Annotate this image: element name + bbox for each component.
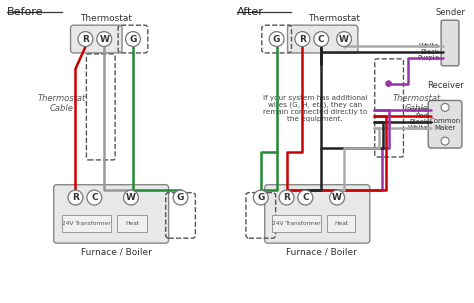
Text: C: C — [91, 193, 98, 202]
Circle shape — [337, 32, 351, 46]
Circle shape — [386, 81, 391, 86]
Bar — [272, 215, 321, 232]
Text: R: R — [72, 193, 79, 202]
Text: G: G — [177, 193, 184, 202]
Text: Red: Red — [415, 113, 428, 119]
FancyBboxPatch shape — [54, 185, 169, 243]
Circle shape — [329, 190, 345, 205]
Circle shape — [68, 190, 83, 205]
Text: Thermostat
Cable: Thermostat Cable — [37, 94, 86, 113]
Text: Receiver: Receiver — [427, 81, 464, 90]
Text: Thermostat: Thermostat — [308, 14, 360, 23]
Text: C: C — [318, 35, 325, 44]
FancyBboxPatch shape — [288, 25, 358, 53]
Text: White: White — [408, 125, 428, 131]
Text: W: W — [126, 193, 136, 202]
Text: Black: Black — [409, 119, 428, 125]
Text: Thermostat: Thermostat — [80, 14, 132, 23]
Text: 24V Transformer: 24V Transformer — [62, 221, 111, 226]
Text: 24V Transformer: 24V Transformer — [272, 221, 321, 226]
Circle shape — [314, 32, 328, 46]
Circle shape — [173, 190, 188, 205]
Text: Heat: Heat — [125, 221, 139, 226]
Text: G: G — [273, 35, 280, 44]
Text: G: G — [129, 35, 137, 44]
Circle shape — [295, 32, 310, 46]
Text: White: White — [419, 43, 439, 49]
Text: W: W — [332, 193, 342, 202]
Text: G: G — [257, 193, 264, 202]
Circle shape — [386, 81, 391, 86]
Text: Sender: Sender — [435, 8, 465, 17]
Bar — [62, 215, 111, 232]
Circle shape — [78, 32, 93, 46]
Circle shape — [87, 190, 102, 205]
Bar — [117, 215, 147, 232]
Circle shape — [97, 32, 112, 46]
Circle shape — [126, 32, 140, 46]
Text: Heat: Heat — [334, 221, 348, 226]
Text: Black: Black — [420, 49, 439, 55]
Bar — [327, 215, 355, 232]
Text: Furnace / Boiler: Furnace / Boiler — [81, 247, 152, 256]
FancyBboxPatch shape — [265, 185, 370, 243]
Text: After: After — [237, 7, 264, 17]
Text: Common
Maker: Common Maker — [429, 118, 461, 131]
Text: W: W — [339, 35, 349, 44]
Circle shape — [269, 32, 284, 46]
FancyBboxPatch shape — [428, 101, 462, 148]
Text: C: C — [302, 193, 309, 202]
Circle shape — [298, 190, 313, 205]
FancyBboxPatch shape — [441, 20, 459, 66]
Text: Furnace / Boiler: Furnace / Boiler — [286, 247, 356, 256]
Circle shape — [279, 190, 294, 205]
Text: Purple: Purple — [417, 55, 439, 61]
Text: If your system has additional
wires (G, H, etc), they can
remain connected direc: If your system has additional wires (G, … — [263, 95, 367, 122]
Text: R: R — [299, 35, 306, 44]
Text: Purple: Purple — [406, 107, 428, 113]
Text: Before: Before — [7, 7, 44, 17]
Text: R: R — [283, 193, 290, 202]
Circle shape — [441, 137, 449, 145]
Circle shape — [253, 190, 268, 205]
FancyBboxPatch shape — [71, 25, 122, 53]
Text: Thermostat
Cable: Thermostat Cable — [392, 94, 440, 113]
Circle shape — [441, 103, 449, 112]
Text: W: W — [99, 35, 109, 44]
Text: R: R — [82, 35, 89, 44]
Circle shape — [124, 190, 138, 205]
